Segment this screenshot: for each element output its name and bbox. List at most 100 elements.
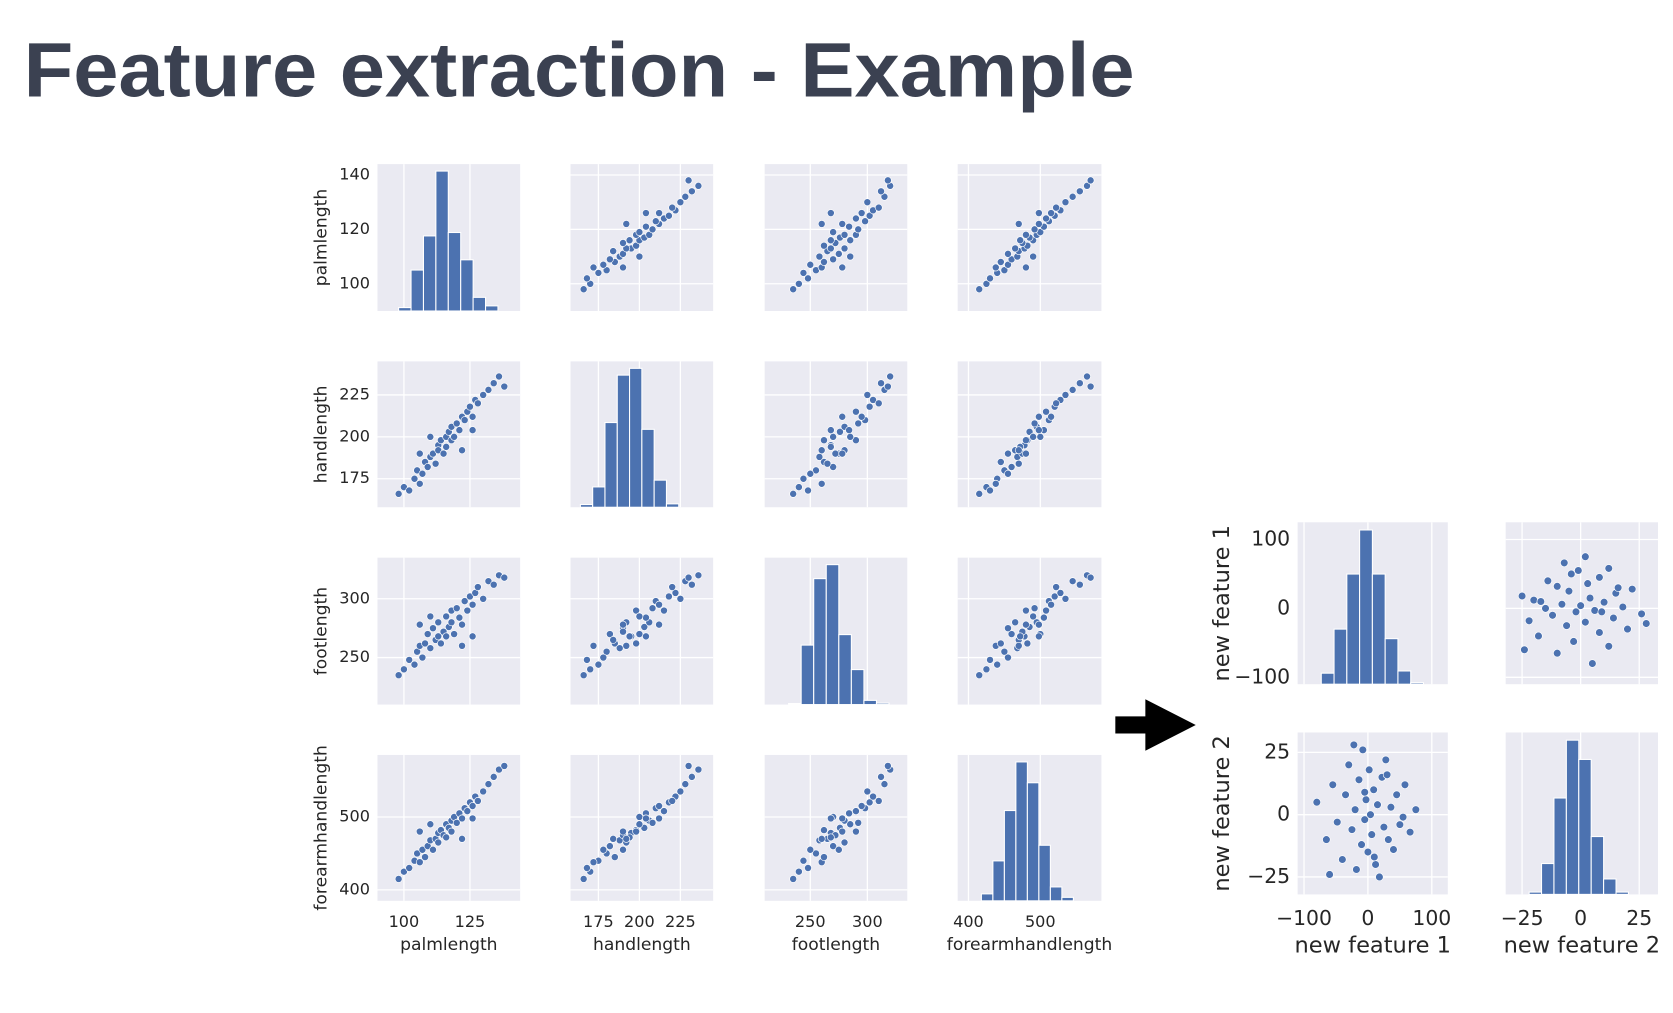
- histogram-bar: [592, 486, 606, 508]
- scatter-point: [815, 453, 824, 461]
- scatter-point: [1367, 830, 1376, 839]
- scatter-point: [589, 263, 598, 272]
- histogram-bar: [1540, 863, 1555, 895]
- scatter-point: [415, 449, 424, 458]
- scatter-point: [817, 446, 826, 455]
- scatter-point: [1068, 192, 1077, 201]
- scatter-point: [1536, 597, 1546, 606]
- scatter-point: [609, 247, 618, 256]
- scatter-point: [854, 419, 863, 428]
- scatter-point: [1576, 601, 1585, 610]
- scatter-point: [1366, 810, 1375, 819]
- scatter-point: [468, 412, 477, 421]
- scatter-point: [410, 660, 419, 669]
- scatter-point: [429, 624, 437, 633]
- scatter-point: [421, 853, 429, 861]
- scatter-point: [1030, 225, 1039, 234]
- histogram-bar: [665, 503, 680, 508]
- scatter-point: [877, 187, 885, 196]
- scatter-point: [442, 443, 451, 451]
- scatter-point: [884, 762, 892, 770]
- scatter-point: [400, 867, 408, 876]
- scatter-point: [826, 814, 835, 823]
- scatter-point: [865, 798, 874, 807]
- histogram-bar: [1346, 573, 1361, 685]
- scatter-point: [665, 211, 673, 220]
- scatter-point: [1014, 446, 1023, 455]
- scatter-point: [1022, 230, 1030, 239]
- scatter-point: [1050, 592, 1059, 601]
- scatter-point: [655, 209, 663, 217]
- scatter-point: [1590, 606, 1599, 615]
- scatter-point: [474, 797, 482, 805]
- scatter-point: [829, 463, 837, 471]
- scatter-point: [815, 252, 824, 261]
- scatter-point: [468, 426, 477, 434]
- scatter-point: [854, 818, 863, 827]
- scatter-point: [684, 176, 693, 185]
- y-axis-label: forearmhandlength: [312, 745, 332, 910]
- scatter-point: [579, 671, 588, 680]
- scatter-point: [468, 814, 477, 823]
- scatter-point: [415, 827, 424, 836]
- scatter-point: [660, 807, 668, 815]
- scatter-point: [1022, 436, 1030, 445]
- scatter-point: [991, 263, 1000, 272]
- panel: [377, 557, 521, 705]
- histogram-bar: [980, 893, 994, 902]
- scatter-point: [583, 274, 591, 283]
- scatter-point: [1349, 740, 1359, 750]
- scatter-point: [606, 842, 614, 850]
- scatter-point: [1357, 840, 1366, 849]
- histogram-bar: [1565, 739, 1580, 895]
- scatter-point: [826, 244, 835, 253]
- scatter-point: [589, 641, 598, 650]
- scatter-point: [852, 214, 860, 223]
- scatter-point: [993, 660, 1002, 669]
- scatter-point: [479, 787, 488, 796]
- histogram-bar: [875, 702, 890, 706]
- scatter-point: [1352, 865, 1361, 874]
- histogram-bar: [1410, 682, 1425, 685]
- scatter-point: [1042, 214, 1050, 223]
- scatter-point: [845, 222, 853, 231]
- scatter-point: [1341, 790, 1350, 799]
- scatter-point: [676, 787, 685, 796]
- scatter-point: [609, 636, 618, 644]
- scatter-point: [687, 187, 696, 196]
- scatter-point: [1328, 780, 1337, 789]
- scatter-point: [500, 573, 509, 582]
- scatter-point: [1004, 653, 1012, 662]
- scatter-point: [823, 459, 832, 468]
- histogram-bar: [641, 428, 655, 508]
- scatter-point: [869, 396, 877, 404]
- y-tick-label: 120: [339, 219, 370, 238]
- scatter-point: [423, 463, 432, 471]
- scatter-point: [1030, 419, 1039, 428]
- scatter-point: [1392, 790, 1401, 799]
- x-axis-label: new feature 1: [1294, 932, 1450, 958]
- scatter-point: [609, 834, 618, 843]
- scatter-point: [1035, 220, 1043, 228]
- scatter-point: [1371, 860, 1380, 869]
- scatter-point: [632, 606, 640, 615]
- scatter-point: [426, 432, 435, 441]
- scatter-point: [660, 606, 668, 615]
- scatter-point: [687, 772, 696, 781]
- scatter-point: [1524, 616, 1534, 625]
- scatter-point: [986, 656, 994, 664]
- scatter-point: [991, 479, 1000, 488]
- scatter-point: [804, 864, 812, 872]
- scatter-point: [1365, 765, 1374, 775]
- scatter-point: [820, 436, 828, 445]
- scatter-point: [1623, 624, 1632, 634]
- x-tick-label: 175: [583, 912, 614, 931]
- scatter-point: [622, 641, 631, 650]
- scatter-point: [458, 620, 466, 629]
- scatter-point: [840, 230, 849, 239]
- scatter-point: [789, 285, 798, 294]
- scatter-point: [845, 809, 853, 818]
- histogram-bar: [1553, 797, 1567, 895]
- scatter-point: [447, 618, 456, 627]
- scatter-point: [820, 826, 828, 834]
